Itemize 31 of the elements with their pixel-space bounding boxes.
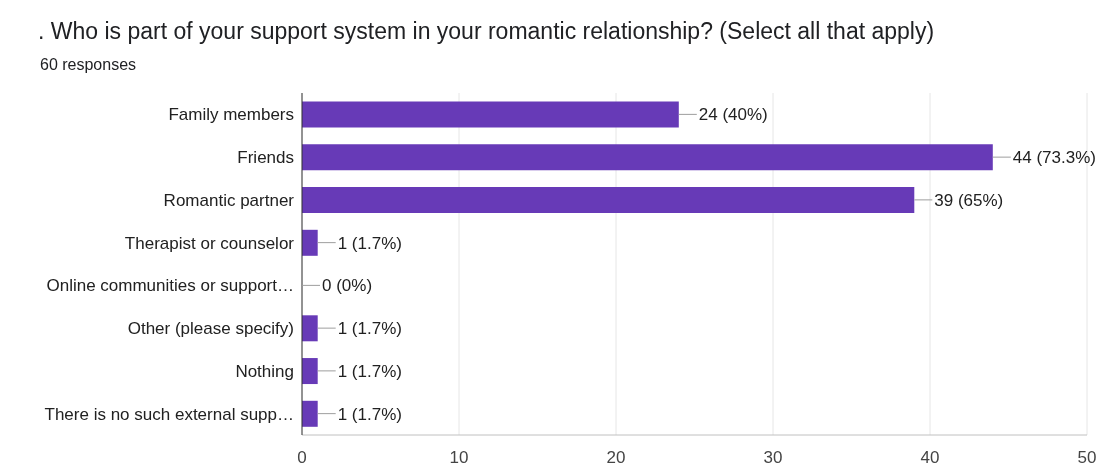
x-tick-label: 20 [606, 448, 626, 468]
data-label: 0 (0%) [322, 276, 373, 296]
x-tick-label: 10 [449, 448, 469, 468]
y-tick-label: Nothing [235, 361, 294, 381]
text: 60 responses [39, 55, 138, 75]
y-tick-label: Online communities or support… [46, 276, 294, 296]
y-tick-label: Friends [237, 148, 294, 168]
bar [302, 229, 318, 256]
data-label: 1 (1.7%) [337, 361, 402, 381]
y-tick-label: Other (please specify) [127, 319, 294, 339]
y-tick-label: There is no such external supp… [44, 404, 294, 424]
data-label: 1 (1.7%) [337, 319, 402, 339]
data-label: 1 (1.7%) [337, 233, 402, 253]
data-label: 44 (73.3%) [1012, 148, 1096, 168]
bar [302, 187, 915, 214]
x-tick-label: 30 [763, 448, 783, 468]
bar [302, 315, 318, 342]
data-label: 24 (40%) [698, 105, 768, 125]
data-label: 39 (65%) [934, 190, 1004, 210]
bar [302, 358, 318, 385]
bar [302, 400, 318, 427]
y-tick-label: Family members [168, 105, 294, 125]
y-tick-label: Romantic partner [163, 190, 295, 210]
chart-title: . Who is part of your support system in your romantic relationship? (Select all that apply) [37, 17, 936, 46]
bar [302, 101, 679, 128]
x-tick-label: 50 [1077, 448, 1097, 468]
x-tick-label: 0 [297, 448, 307, 468]
x-tick-label: 40 [920, 448, 940, 468]
y-tick-label: Therapist or counselor [124, 233, 295, 253]
bar [302, 144, 993, 171]
data-label: 1 (1.7%) [337, 404, 402, 424]
